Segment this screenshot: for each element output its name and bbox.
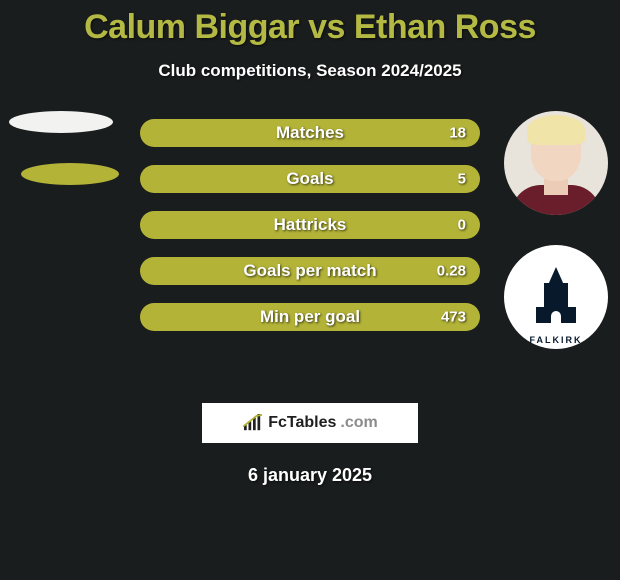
stat-bar-matches: Matches 18 <box>140 119 480 147</box>
stat-label: Min per goal <box>260 307 360 327</box>
stat-bar-min-per-goal: Min per goal 473 <box>140 303 480 331</box>
source-brand: FcTables <box>268 414 336 432</box>
player-left-club-placeholder <box>21 163 119 185</box>
stat-value: 18 <box>449 125 466 142</box>
stat-label: Goals <box>286 169 333 189</box>
club-steeple-icon <box>536 267 576 327</box>
snapshot-date: 6 january 2025 <box>0 465 620 486</box>
stat-label: Hattricks <box>274 215 347 235</box>
stats-bars: Matches 18 Goals 5 Hattricks 0 Goals per… <box>140 119 480 331</box>
avatar-hair-shape <box>527 115 585 145</box>
stat-label: Goals per match <box>243 261 376 281</box>
player-left-avatar-placeholder <box>9 111 113 133</box>
stat-bar-goals: Goals 5 <box>140 165 480 193</box>
page-title: Calum Biggar vs Ethan Ross <box>0 0 620 47</box>
player-right-club-badge: FALKIRK <box>504 245 608 349</box>
stat-value: 0.28 <box>437 263 466 280</box>
source-ext: .com <box>340 414 377 432</box>
left-player-column <box>8 111 113 185</box>
stat-bar-goals-per-match: Goals per match 0.28 <box>140 257 480 285</box>
bar-chart-icon <box>242 414 264 432</box>
stat-value: 473 <box>441 309 466 326</box>
player-right-avatar <box>504 111 608 215</box>
right-player-column: FALKIRK <box>504 111 608 349</box>
stat-value: 0 <box>458 217 466 234</box>
club-name-text: FALKIRK <box>530 335 583 345</box>
comparison-content: Matches 18 Goals 5 Hattricks 0 Goals per… <box>0 119 620 379</box>
stat-bar-hattricks: Hattricks 0 <box>140 211 480 239</box>
stat-value: 5 <box>458 171 466 188</box>
stat-label: Matches <box>276 123 344 143</box>
page-subtitle: Club competitions, Season 2024/2025 <box>0 61 620 81</box>
source-badge[interactable]: FcTables.com <box>202 403 418 443</box>
